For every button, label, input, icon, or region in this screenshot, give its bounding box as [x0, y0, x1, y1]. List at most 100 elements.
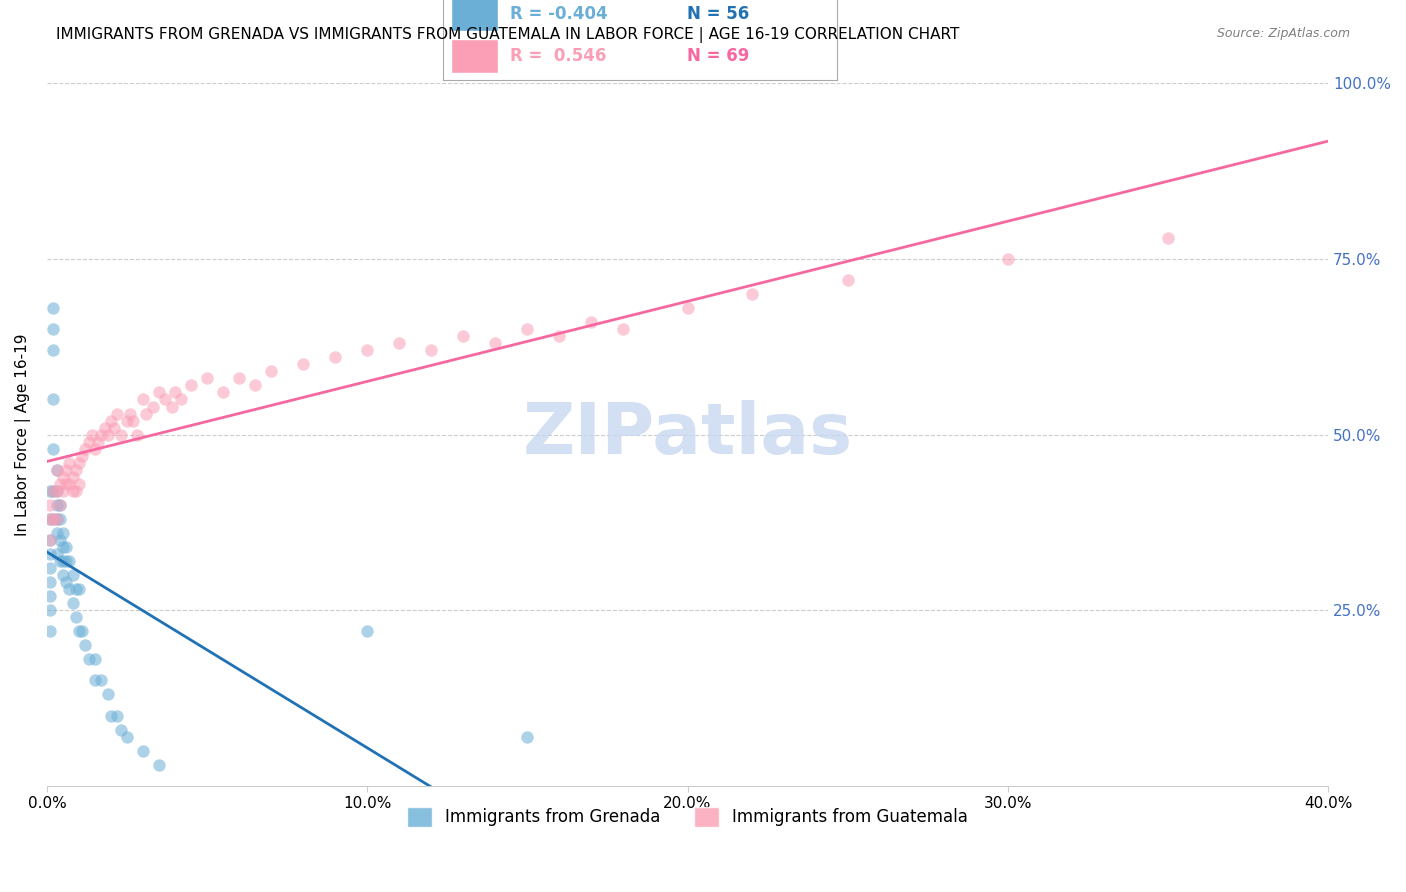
Immigrants from Guatemala: [516, 322, 538, 336]
Immigrants from Guatemala: [45, 483, 67, 498]
Immigrants from Guatemala: [107, 407, 129, 421]
Immigrants from Guatemala: [612, 322, 634, 336]
Immigrants from Grenada: [67, 582, 90, 596]
Immigrants from Grenada: [55, 540, 77, 554]
Immigrants from Guatemala: [65, 463, 87, 477]
Text: N = 56: N = 56: [688, 5, 749, 23]
FancyBboxPatch shape: [451, 0, 498, 31]
Immigrants from Guatemala: [243, 378, 266, 392]
Text: ZIPatlas: ZIPatlas: [523, 401, 852, 469]
Immigrants from Guatemala: [120, 407, 142, 421]
Immigrants from Grenada: [148, 757, 170, 772]
Immigrants from Grenada: [75, 638, 97, 652]
Immigrants from Guatemala: [122, 413, 145, 427]
Immigrants from Guatemala: [356, 343, 378, 358]
Immigrants from Grenada: [70, 624, 93, 639]
Immigrants from Grenada: [55, 554, 77, 568]
Y-axis label: In Labor Force | Age 16-19: In Labor Force | Age 16-19: [15, 334, 31, 536]
Immigrants from Grenada: [45, 525, 67, 540]
Immigrants from Grenada: [39, 624, 62, 639]
Immigrants from Grenada: [55, 575, 77, 590]
Immigrants from Guatemala: [77, 434, 100, 449]
Immigrants from Grenada: [516, 730, 538, 744]
Immigrants from Guatemala: [39, 498, 62, 512]
Immigrants from Guatemala: [93, 420, 115, 434]
Immigrants from Grenada: [90, 673, 112, 688]
Immigrants from Grenada: [84, 652, 107, 666]
Immigrants from Grenada: [52, 568, 75, 582]
Immigrants from Grenada: [107, 708, 129, 723]
Immigrants from Guatemala: [676, 301, 699, 316]
Immigrants from Grenada: [97, 688, 120, 702]
Immigrants from Grenada: [39, 512, 62, 526]
Immigrants from Guatemala: [49, 476, 72, 491]
Immigrants from Grenada: [39, 603, 62, 617]
Immigrants from Grenada: [42, 442, 65, 456]
Immigrants from Grenada: [65, 582, 87, 596]
Immigrants from Guatemala: [52, 483, 75, 498]
Immigrants from Guatemala: [180, 378, 202, 392]
Immigrants from Guatemala: [212, 385, 235, 400]
Immigrants from Guatemala: [49, 498, 72, 512]
Immigrants from Grenada: [42, 483, 65, 498]
Immigrants from Guatemala: [148, 385, 170, 400]
Immigrants from Grenada: [58, 582, 80, 596]
Immigrants from Guatemala: [45, 512, 67, 526]
Immigrants from Grenada: [65, 610, 87, 624]
Immigrants from Grenada: [39, 589, 62, 603]
Immigrants from Guatemala: [132, 392, 155, 407]
Immigrants from Guatemala: [58, 476, 80, 491]
Immigrants from Grenada: [49, 533, 72, 547]
Text: R =  0.546: R = 0.546: [510, 47, 606, 65]
Immigrants from Guatemala: [1157, 231, 1180, 245]
Immigrants from Grenada: [45, 463, 67, 477]
Immigrants from Grenada: [84, 673, 107, 688]
Immigrants from Guatemala: [39, 533, 62, 547]
Immigrants from Grenada: [42, 301, 65, 316]
Immigrants from Grenada: [39, 561, 62, 575]
Immigrants from Guatemala: [115, 413, 138, 427]
Immigrants from Guatemala: [260, 364, 283, 378]
Immigrants from Guatemala: [58, 456, 80, 470]
Immigrants from Guatemala: [484, 336, 506, 351]
Immigrants from Grenada: [42, 392, 65, 407]
Immigrants from Grenada: [58, 554, 80, 568]
Immigrants from Guatemala: [103, 420, 125, 434]
Immigrants from Grenada: [45, 512, 67, 526]
FancyBboxPatch shape: [451, 39, 498, 73]
Immigrants from Guatemala: [581, 315, 603, 329]
Immigrants from Guatemala: [100, 413, 122, 427]
Immigrants from Grenada: [39, 547, 62, 561]
Immigrants from Guatemala: [125, 427, 148, 442]
Immigrants from Grenada: [62, 596, 84, 610]
Immigrants from Guatemala: [228, 371, 250, 385]
Immigrants from Guatemala: [155, 392, 177, 407]
Immigrants from Grenada: [100, 708, 122, 723]
Immigrants from Guatemala: [42, 483, 65, 498]
Immigrants from Guatemala: [75, 442, 97, 456]
Immigrants from Guatemala: [67, 456, 90, 470]
Immigrants from Guatemala: [292, 357, 315, 371]
Immigrants from Grenada: [42, 512, 65, 526]
Immigrants from Guatemala: [52, 469, 75, 483]
Immigrants from Grenada: [49, 498, 72, 512]
Immigrants from Guatemala: [45, 463, 67, 477]
Immigrants from Grenada: [52, 554, 75, 568]
Immigrants from Guatemala: [84, 442, 107, 456]
Immigrants from Guatemala: [42, 512, 65, 526]
Immigrants from Grenada: [45, 498, 67, 512]
Immigrants from Grenada: [132, 744, 155, 758]
Immigrants from Grenada: [42, 343, 65, 358]
Immigrants from Grenada: [110, 723, 132, 737]
Immigrants from Guatemala: [62, 469, 84, 483]
Immigrants from Grenada: [39, 533, 62, 547]
Immigrants from Grenada: [77, 652, 100, 666]
Text: N = 69: N = 69: [688, 47, 749, 65]
Immigrants from Guatemala: [65, 483, 87, 498]
Immigrants from Grenada: [42, 322, 65, 336]
Immigrants from Guatemala: [837, 273, 859, 287]
Immigrants from Grenada: [115, 730, 138, 744]
Immigrants from Guatemala: [160, 400, 183, 414]
Immigrants from Guatemala: [323, 351, 346, 365]
Immigrants from Guatemala: [548, 329, 571, 343]
